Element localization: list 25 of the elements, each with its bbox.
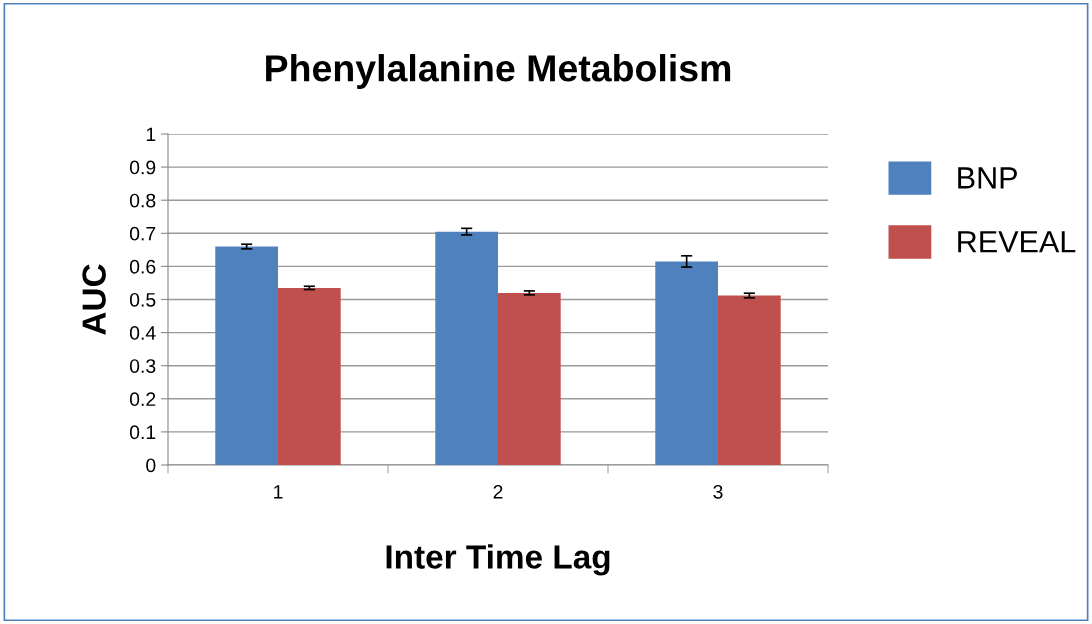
x-tick-label: 2 <box>493 484 503 499</box>
y-tick-label: 0.4 <box>129 326 156 340</box>
bar <box>215 246 278 465</box>
x-tick-label: 1 <box>274 485 283 499</box>
y-tick-label: 0.3 <box>129 359 156 373</box>
bar <box>435 231 498 465</box>
x-axis-title: Inter Time Lag <box>386 544 610 576</box>
y-tick-label: 0.1 <box>129 425 156 440</box>
y-tick-label: 0.2 <box>129 392 156 407</box>
legend-label: BNP <box>958 167 1017 189</box>
y-tick-label: 1 <box>146 127 156 142</box>
y-tick-label: 0 <box>146 458 156 473</box>
y-tick-label: 0.9 <box>129 160 156 175</box>
y-tick-label: 0.5 <box>129 292 156 307</box>
bar <box>655 261 718 465</box>
bar <box>498 292 561 465</box>
y-tick-label: 0.7 <box>129 226 156 241</box>
x-tick-label: 3 <box>713 484 723 499</box>
y-tick-label: 0.6 <box>129 259 156 274</box>
y-tick-label: 0.8 <box>129 193 156 208</box>
y-axis-title: AUC <box>82 264 106 335</box>
bar <box>718 295 781 465</box>
legend-label: REVEAL <box>958 231 1076 253</box>
chart-title: Phenylalanine Metabolism <box>266 54 731 89</box>
bar <box>278 287 341 465</box>
